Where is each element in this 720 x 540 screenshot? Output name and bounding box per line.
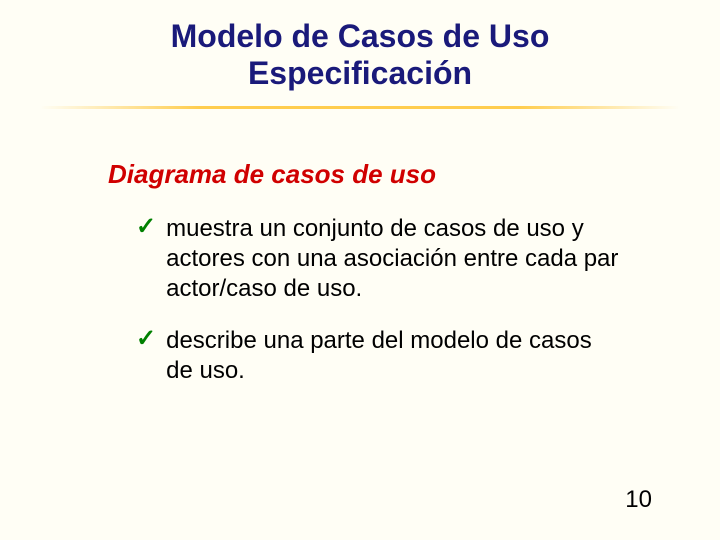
slide: Modelo de Casos de Uso Especificación Di… <box>0 0 720 540</box>
title-block: Modelo de Casos de Uso Especificación <box>40 18 680 92</box>
list-item: ✓ muestra un conjunto de casos de uso y … <box>108 214 620 304</box>
check-icon: ✓ <box>136 214 156 240</box>
bullet-text: describe una parte del modelo de casos d… <box>166 326 620 386</box>
check-icon: ✓ <box>136 326 156 352</box>
content-area: Diagrama de casos de uso ✓ muestra un co… <box>40 159 680 386</box>
bullet-text: muestra un conjunto de casos de uso y ac… <box>166 214 620 304</box>
page-number: 10 <box>625 486 652 514</box>
section-heading: Diagrama de casos de uso <box>108 159 620 190</box>
list-item: ✓ describe una parte del modelo de casos… <box>108 326 620 386</box>
title-line-1: Modelo de Casos de Uso <box>40 18 680 55</box>
title-line-2: Especificación <box>40 55 680 92</box>
divider-line <box>40 106 680 109</box>
